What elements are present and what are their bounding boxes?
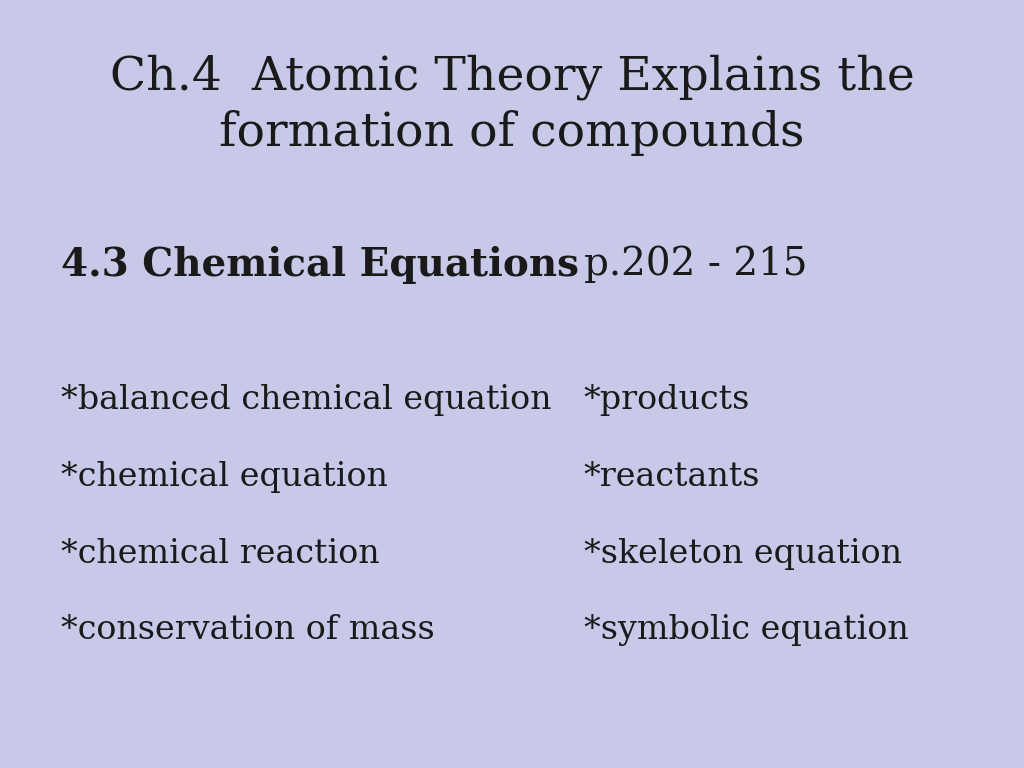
Text: *products: *products — [584, 384, 750, 416]
Text: p.202 - 215: p.202 - 215 — [584, 246, 807, 283]
Text: *chemical reaction: *chemical reaction — [61, 538, 380, 570]
Text: Ch.4  Atomic Theory Explains the
formation of compounds: Ch.4 Atomic Theory Explains the formatio… — [110, 54, 914, 157]
Text: *conservation of mass: *conservation of mass — [61, 614, 435, 647]
Text: *reactants: *reactants — [584, 461, 760, 493]
Text: 4.3 Chemical Equations: 4.3 Chemical Equations — [61, 246, 580, 283]
Text: *balanced chemical equation: *balanced chemical equation — [61, 384, 552, 416]
Text: *symbolic equation: *symbolic equation — [584, 614, 908, 647]
Text: *chemical equation: *chemical equation — [61, 461, 388, 493]
Text: *skeleton equation: *skeleton equation — [584, 538, 902, 570]
